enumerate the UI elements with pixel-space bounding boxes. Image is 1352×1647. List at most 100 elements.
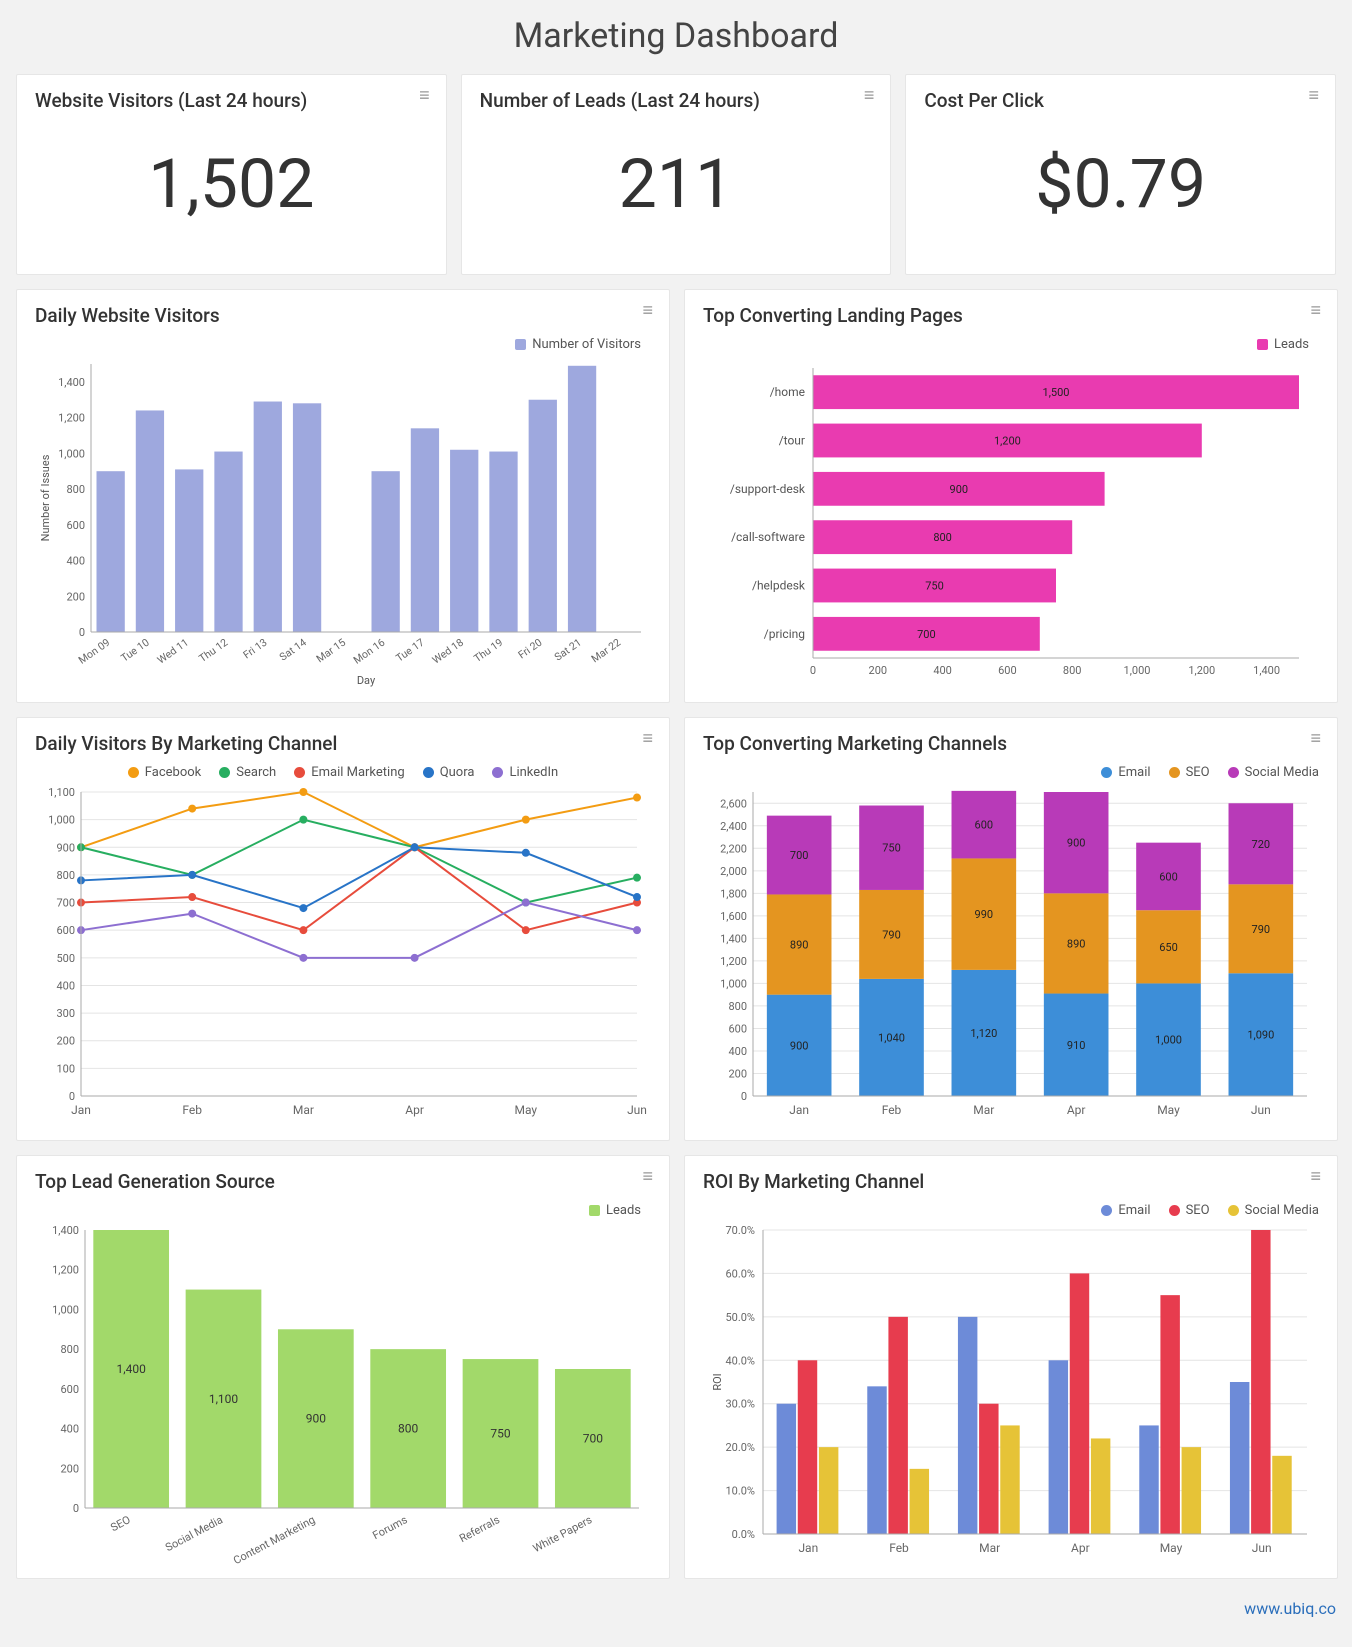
svg-text:600: 600 xyxy=(728,1022,747,1035)
svg-text:/home: /home xyxy=(770,385,805,399)
chart-title: Top Converting Marketing Channels xyxy=(703,732,1319,755)
hamburger-icon[interactable]: ≡ xyxy=(642,1170,653,1184)
svg-text:Feb: Feb xyxy=(882,1103,902,1117)
svg-text:800: 800 xyxy=(398,1422,418,1436)
svg-text:1,000: 1,000 xyxy=(1124,664,1151,677)
visitors-channel-chart: 01002003004005006007008009001,0001,100Ja… xyxy=(35,786,651,1126)
svg-text:1,800: 1,800 xyxy=(720,887,747,900)
svg-text:1,120: 1,120 xyxy=(970,1027,997,1040)
svg-text:0: 0 xyxy=(79,626,85,639)
svg-text:10.0%: 10.0% xyxy=(725,1485,755,1498)
metric-card-cpc: ≡ Cost Per Click $0.79 xyxy=(905,74,1336,275)
svg-text:White Papers: White Papers xyxy=(531,1513,595,1555)
svg-text:Mar 22: Mar 22 xyxy=(589,636,623,666)
svg-text:790: 790 xyxy=(1252,923,1271,936)
svg-text:910: 910 xyxy=(1067,1039,1086,1052)
metric-title: Number of Leads (Last 24 hours) xyxy=(480,89,873,112)
chart-title: Daily Website Visitors xyxy=(35,304,651,327)
hamburger-icon[interactable]: ≡ xyxy=(642,732,653,746)
daily-visitors-chart: 02004006008001,0001,2001,400Number of Is… xyxy=(35,358,651,688)
svg-text:Apr: Apr xyxy=(1071,1541,1090,1555)
svg-text:600: 600 xyxy=(975,819,994,832)
svg-text:1,000: 1,000 xyxy=(720,977,747,990)
hamburger-icon[interactable]: ≡ xyxy=(1310,732,1321,746)
svg-text:1,200: 1,200 xyxy=(1188,664,1215,677)
svg-text:200: 200 xyxy=(60,1462,79,1475)
svg-text:Apr: Apr xyxy=(405,1103,424,1117)
converting-channels-chart: 02004006008001,0001,2001,4001,6001,8002,… xyxy=(703,786,1319,1126)
svg-text:600: 600 xyxy=(66,519,85,532)
svg-text:/support-desk: /support-desk xyxy=(730,482,806,496)
chart-card-landing-pages: ≡ Top Converting Landing Pages Leads 1,5… xyxy=(684,289,1338,703)
svg-text:750: 750 xyxy=(925,580,944,593)
chart-title: Daily Visitors By Marketing Channel xyxy=(35,732,651,755)
svg-text:0: 0 xyxy=(73,1502,79,1515)
svg-text:400: 400 xyxy=(933,664,952,677)
svg-text:Tue 10: Tue 10 xyxy=(118,636,151,665)
svg-text:700: 700 xyxy=(790,849,809,862)
svg-text:Jun: Jun xyxy=(1252,1541,1272,1555)
svg-text:1,000: 1,000 xyxy=(58,447,85,460)
svg-text:800: 800 xyxy=(933,531,952,544)
hamburger-icon[interactable]: ≡ xyxy=(1309,89,1320,103)
svg-text:1,100: 1,100 xyxy=(48,786,75,799)
metric-title: Cost Per Click xyxy=(924,89,1317,112)
chart-legend: EmailSEOSocial Media xyxy=(703,765,1319,780)
svg-text:/call-software: /call-software xyxy=(731,530,805,544)
hamburger-icon[interactable]: ≡ xyxy=(419,89,430,103)
svg-text:/helpdesk: /helpdesk xyxy=(752,579,806,593)
svg-text:20.0%: 20.0% xyxy=(725,1441,755,1454)
svg-text:800: 800 xyxy=(728,1000,747,1013)
svg-text:Mar: Mar xyxy=(293,1103,314,1117)
svg-text:Mar: Mar xyxy=(979,1541,1000,1555)
svg-text:1,500: 1,500 xyxy=(1043,386,1070,399)
chart-legend: Leads xyxy=(35,1203,651,1218)
svg-text:Mon 16: Mon 16 xyxy=(351,636,388,667)
hamburger-icon[interactable]: ≡ xyxy=(1310,1170,1321,1184)
legend-label: Number of Visitors xyxy=(532,337,641,352)
svg-text:900: 900 xyxy=(306,1412,326,1426)
svg-text:1,400: 1,400 xyxy=(58,376,85,389)
footer-link[interactable]: www.ubiq.co xyxy=(16,1593,1336,1618)
hamburger-icon[interactable]: ≡ xyxy=(642,304,653,318)
svg-text:1,600: 1,600 xyxy=(720,910,747,923)
svg-text:400: 400 xyxy=(56,979,75,992)
legend-label: Leads xyxy=(606,1203,641,1218)
svg-text:800: 800 xyxy=(60,1343,79,1356)
svg-text:Fri 13: Fri 13 xyxy=(241,636,270,662)
svg-text:Feb: Feb xyxy=(889,1541,909,1555)
svg-text:990: 990 xyxy=(975,908,994,921)
chart-title: ROI By Marketing Channel xyxy=(703,1170,1319,1193)
svg-text:1,090: 1,090 xyxy=(1247,1029,1274,1042)
hamburger-icon[interactable]: ≡ xyxy=(1310,304,1321,318)
svg-text:1,040: 1,040 xyxy=(878,1031,905,1044)
svg-text:200: 200 xyxy=(728,1067,747,1080)
legend-label: Leads xyxy=(1274,337,1309,352)
svg-text:1,000: 1,000 xyxy=(48,814,75,827)
svg-text:Referrals: Referrals xyxy=(457,1513,502,1545)
svg-text:400: 400 xyxy=(60,1423,79,1436)
metric-value: 1,502 xyxy=(35,122,428,260)
metric-card-leads: ≡ Number of Leads (Last 24 hours) 211 xyxy=(461,74,892,275)
svg-text:200: 200 xyxy=(66,590,85,603)
svg-text:Sat 14: Sat 14 xyxy=(277,636,309,664)
chart-legend: FacebookSearchEmail MarketingQuoraLinked… xyxy=(35,765,651,780)
chart-legend: EmailSEOSocial Media xyxy=(703,1203,1319,1218)
chart-card-visitors-channel: ≡ Daily Visitors By Marketing Channel Fa… xyxy=(16,717,670,1141)
svg-text:1,400: 1,400 xyxy=(52,1224,79,1237)
hamburger-icon[interactable]: ≡ xyxy=(864,89,875,103)
svg-text:300: 300 xyxy=(56,1007,75,1020)
svg-text:600: 600 xyxy=(60,1383,79,1396)
svg-text:May: May xyxy=(515,1103,538,1117)
metric-card-visitors: ≡ Website Visitors (Last 24 hours) 1,502 xyxy=(16,74,447,275)
svg-text:70.0%: 70.0% xyxy=(725,1224,755,1237)
svg-text:1,200: 1,200 xyxy=(52,1264,79,1277)
metric-value: $0.79 xyxy=(924,122,1317,260)
svg-text:400: 400 xyxy=(66,555,85,568)
svg-text:May: May xyxy=(1157,1103,1180,1117)
svg-text:Jan: Jan xyxy=(71,1103,91,1117)
roi-chart: 0.0%10.0%20.0%30.0%40.0%50.0%60.0%70.0%R… xyxy=(703,1224,1319,1564)
svg-text:Jun: Jun xyxy=(627,1103,647,1117)
svg-text:Content Marketing: Content Marketing xyxy=(231,1513,317,1564)
svg-text:700: 700 xyxy=(917,628,936,641)
